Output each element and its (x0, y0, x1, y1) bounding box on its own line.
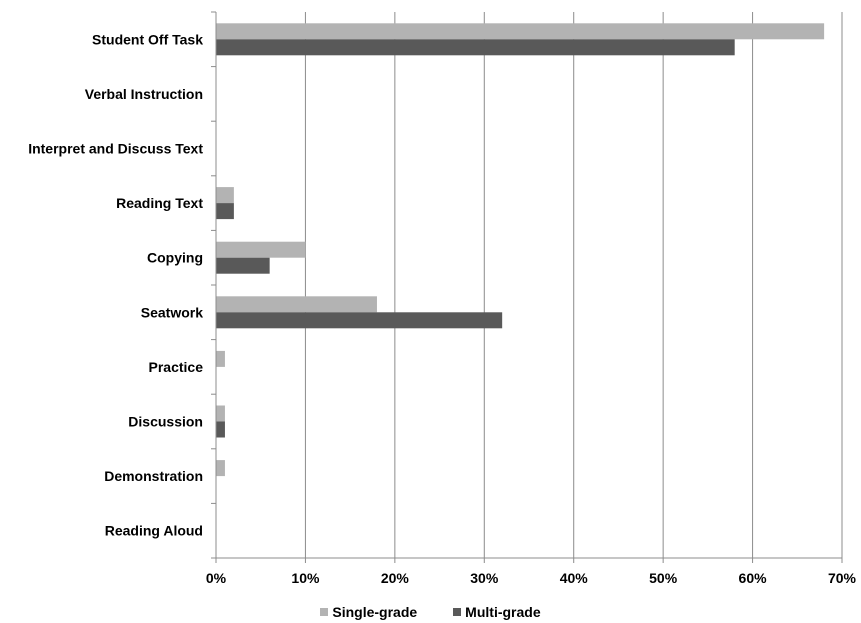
category-label: Interpret and Discuss Text (28, 141, 203, 157)
x-tick-labels: 0% 10% 20% 30% 40% 50% 60% 70% (206, 570, 857, 586)
x-tick-label: 50% (649, 570, 678, 586)
bar-single-grade (216, 405, 225, 422)
category-label: Verbal Instruction (85, 86, 203, 102)
category-label: Practice (149, 359, 204, 375)
category-labels: Student Off Task Verbal Instruction Interp… (28, 31, 203, 538)
category-label: Discussion (128, 414, 203, 430)
category-label: Reading Text (116, 195, 203, 211)
category-label: Demonstration (104, 468, 203, 484)
axes (211, 11, 843, 563)
category-label: Copying (147, 250, 203, 266)
bar-single-grade (216, 23, 825, 40)
legend-label-single-grade: Single-grade (332, 604, 418, 620)
legend-swatch-single-grade (320, 608, 329, 616)
x-tick-label: 20% (381, 570, 410, 586)
category-label: Reading Aloud (105, 523, 203, 539)
x-tick-label: 60% (739, 570, 768, 586)
bar-multi-grade (216, 203, 234, 220)
category-label: Student Off Task (92, 31, 203, 47)
bar-multi-grade (216, 312, 503, 329)
x-tick-label: 10% (291, 570, 320, 586)
legend-item-single-grade: Single-grade (320, 604, 417, 620)
x-tick-label: 70% (828, 570, 857, 586)
bar-multi-grade (216, 39, 735, 56)
bar-single-grade (216, 241, 306, 258)
gridlines (304, 12, 843, 558)
bar-single-grade (216, 296, 377, 313)
bar-single-grade (216, 350, 225, 367)
legend-swatch-multi-grade (453, 608, 462, 616)
category-label: Seatwork (141, 304, 203, 320)
bar-multi-grade (216, 257, 270, 274)
x-tick-label: 30% (470, 570, 499, 586)
x-tick-label: 40% (560, 570, 589, 586)
legend: Single-grade Multi-grade (0, 604, 861, 620)
bar-single-grade (216, 187, 234, 204)
bar-multi-grade (216, 421, 225, 438)
legend-item-multi-grade: Multi-grade (453, 604, 541, 620)
bar-single-grade (216, 460, 225, 477)
x-tick-label: 0% (206, 570, 227, 586)
legend-label-multi-grade: Multi-grade (465, 604, 541, 620)
bars (216, 23, 825, 477)
bar-chart: Student Off Task Verbal Instruction Interp… (28, 11, 857, 586)
